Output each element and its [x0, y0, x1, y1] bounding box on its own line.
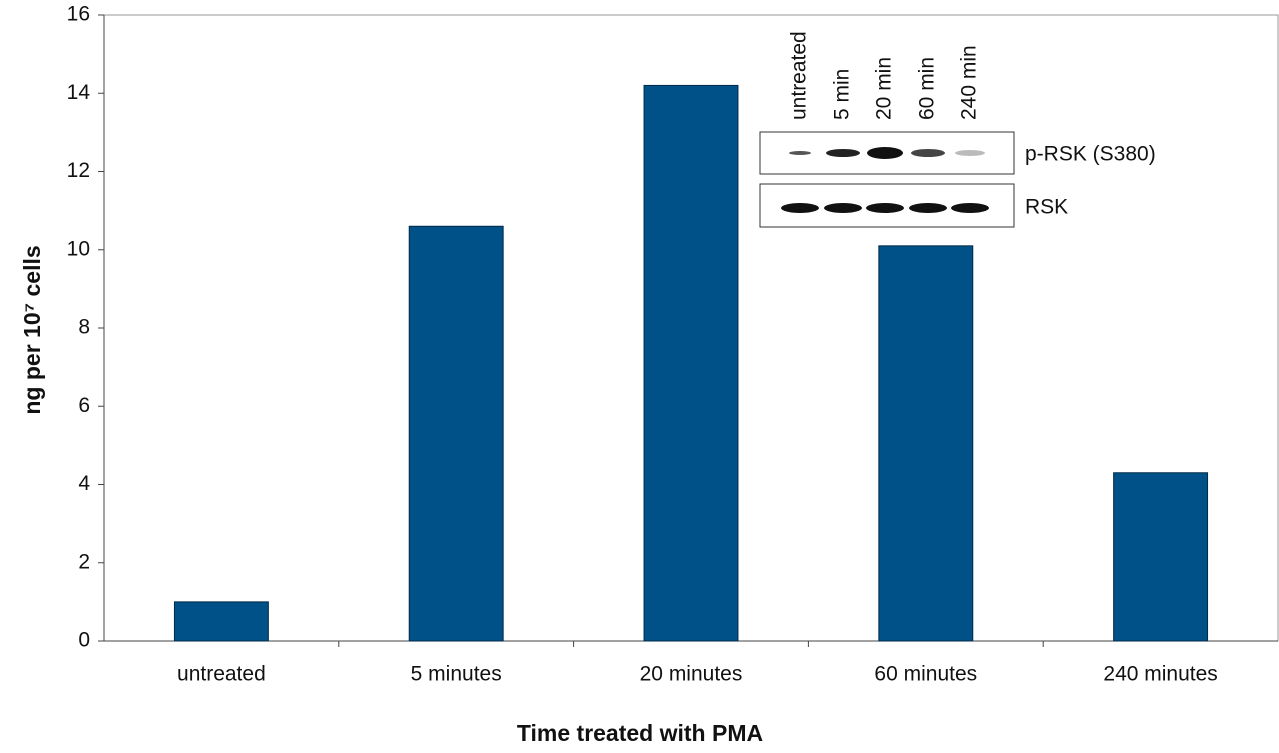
x-tick-label: untreated: [177, 663, 266, 686]
blot-band: [909, 203, 947, 213]
blot-band: [781, 203, 819, 213]
lane-label: 60 min: [916, 57, 939, 120]
blot-band: [867, 147, 903, 159]
x-axis-title: Time treated with PMA: [517, 720, 763, 746]
bar: [409, 226, 503, 641]
x-tick-label: 5 minutes: [411, 663, 502, 686]
blot-band: [824, 203, 862, 213]
bar: [1114, 473, 1208, 641]
blot-band: [789, 151, 811, 155]
y-tick-label: 2: [78, 550, 90, 573]
y-tick-label: 12: [67, 159, 90, 182]
y-tick-label: 6: [78, 394, 90, 417]
blot-band: [866, 203, 904, 213]
y-tick-label: 0: [78, 629, 90, 652]
x-tick-label: 240 minutes: [1103, 663, 1217, 686]
lane-label: untreated: [788, 31, 811, 120]
inset-blot: [760, 132, 1014, 227]
blot-band: [826, 149, 860, 157]
lane-label: 5 min: [831, 69, 854, 120]
y-tick-label: 8: [78, 316, 90, 339]
x-tick-label: 60 minutes: [874, 663, 977, 686]
y-tick-label: 16: [67, 3, 90, 26]
bar: [644, 85, 738, 641]
blot-row-label: RSK: [1025, 196, 1068, 219]
x-tick-label: 20 minutes: [640, 663, 743, 686]
blot-band: [951, 203, 989, 213]
y-tick-label: 10: [67, 237, 90, 260]
blot-row-label: p-RSK (S380): [1025, 143, 1156, 166]
blot-band: [955, 150, 985, 156]
y-tick-label: 4: [78, 472, 90, 495]
lane-label: 240 min: [958, 45, 981, 120]
blot-band: [911, 149, 945, 157]
lane-label: 20 min: [873, 57, 896, 120]
y-axis-title: ng per 10⁷ cells: [19, 245, 45, 414]
bar: [174, 602, 268, 641]
y-tick-label: 14: [67, 81, 91, 104]
chart: Time treated with PMA ng per 10⁷ cells 0…: [0, 0, 1279, 753]
bar: [879, 246, 973, 641]
